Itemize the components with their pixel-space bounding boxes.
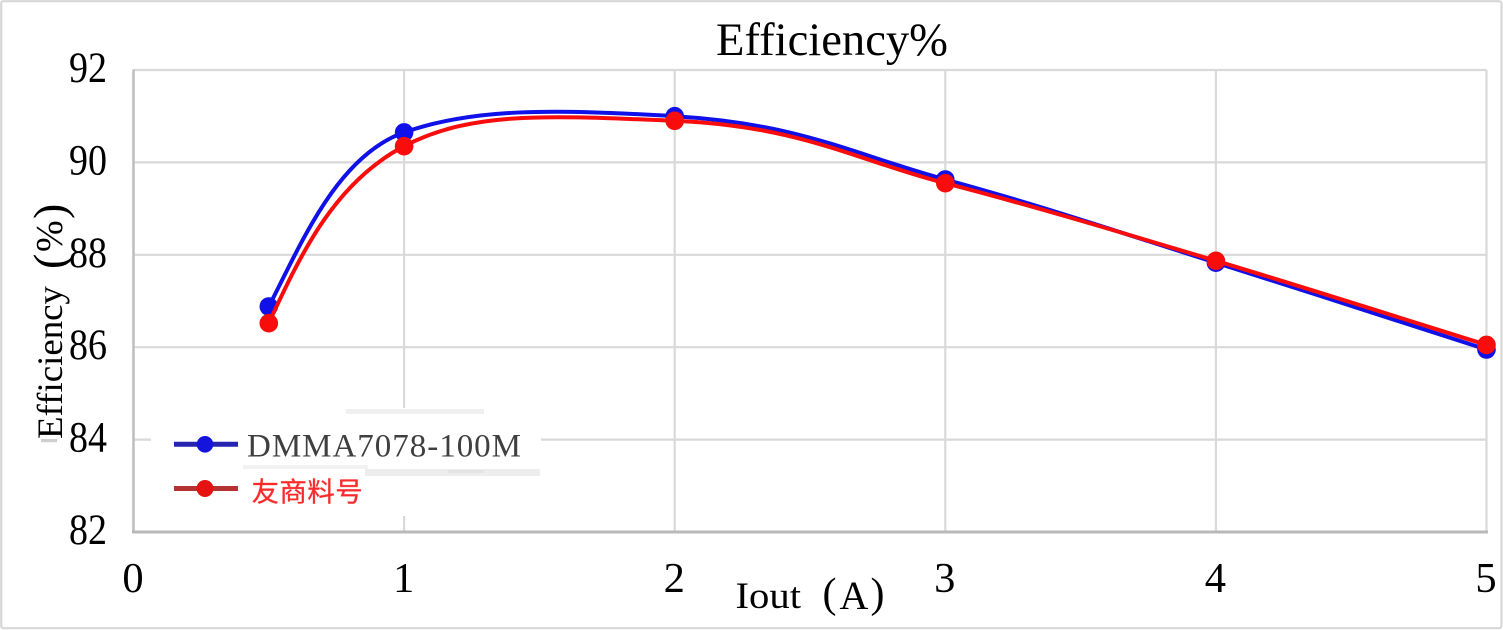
svg-text:(: ( [823, 571, 837, 617]
svg-text:%: % [29, 220, 71, 252]
svg-text:): ) [871, 571, 885, 617]
svg-text:A: A [840, 573, 869, 618]
svg-text:88: 88 [69, 230, 107, 277]
svg-text:1: 1 [393, 555, 414, 602]
svg-text:4: 4 [1205, 555, 1226, 602]
svg-text:2: 2 [664, 555, 685, 602]
svg-text:92: 92 [69, 45, 107, 92]
svg-text:3: 3 [934, 555, 955, 602]
svg-text:Iout: Iout [736, 576, 802, 617]
svg-text:90: 90 [69, 137, 107, 184]
svg-text:DMMA7078-100M: DMMA7078-100M [247, 429, 521, 465]
svg-text:86: 86 [69, 322, 107, 369]
svg-text:(: ( [24, 254, 75, 269]
svg-text:82: 82 [69, 507, 107, 554]
svg-text:): ) [24, 204, 75, 219]
svg-text:Efficiency: Efficiency [30, 286, 70, 439]
svg-text:5: 5 [1475, 555, 1496, 602]
svg-text:Efficiency%: Efficiency% [716, 14, 948, 66]
svg-text:0: 0 [122, 555, 143, 602]
svg-text:84: 84 [69, 415, 107, 462]
